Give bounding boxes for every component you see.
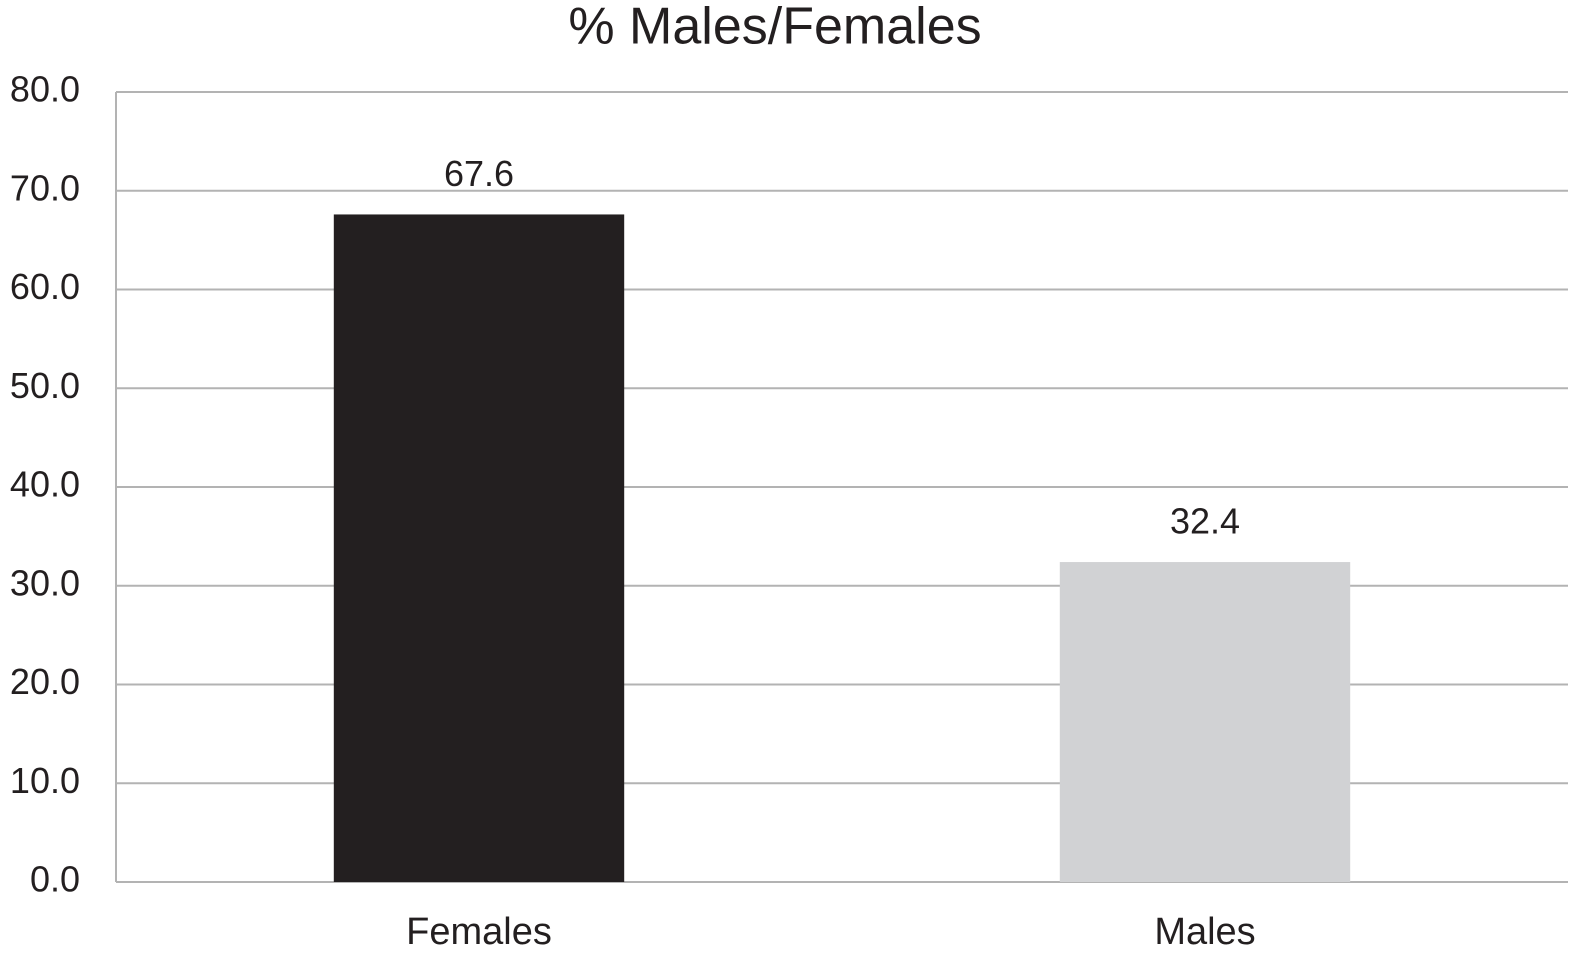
y-tick-label: 30.0: [10, 562, 80, 603]
y-tick-label: 60.0: [10, 266, 80, 307]
y-tick-label: 10.0: [10, 760, 80, 801]
x-tick-label: Males: [1154, 911, 1255, 953]
bar: [1059, 562, 1351, 882]
bar: [333, 214, 625, 882]
y-tick-label: 80.0: [10, 69, 80, 110]
value-label: 32.4: [1170, 501, 1240, 542]
y-tick-label: 70.0: [10, 167, 80, 208]
x-tick-label: Females: [406, 911, 552, 953]
y-tick-label: 40.0: [10, 464, 80, 505]
value-label: 67.6: [444, 153, 514, 194]
chart-title: % Males/Females: [568, 0, 981, 56]
y-tick-label: 20.0: [10, 661, 80, 702]
y-tick-label: 50.0: [10, 365, 80, 406]
y-tick-label: 0.0: [30, 859, 80, 900]
